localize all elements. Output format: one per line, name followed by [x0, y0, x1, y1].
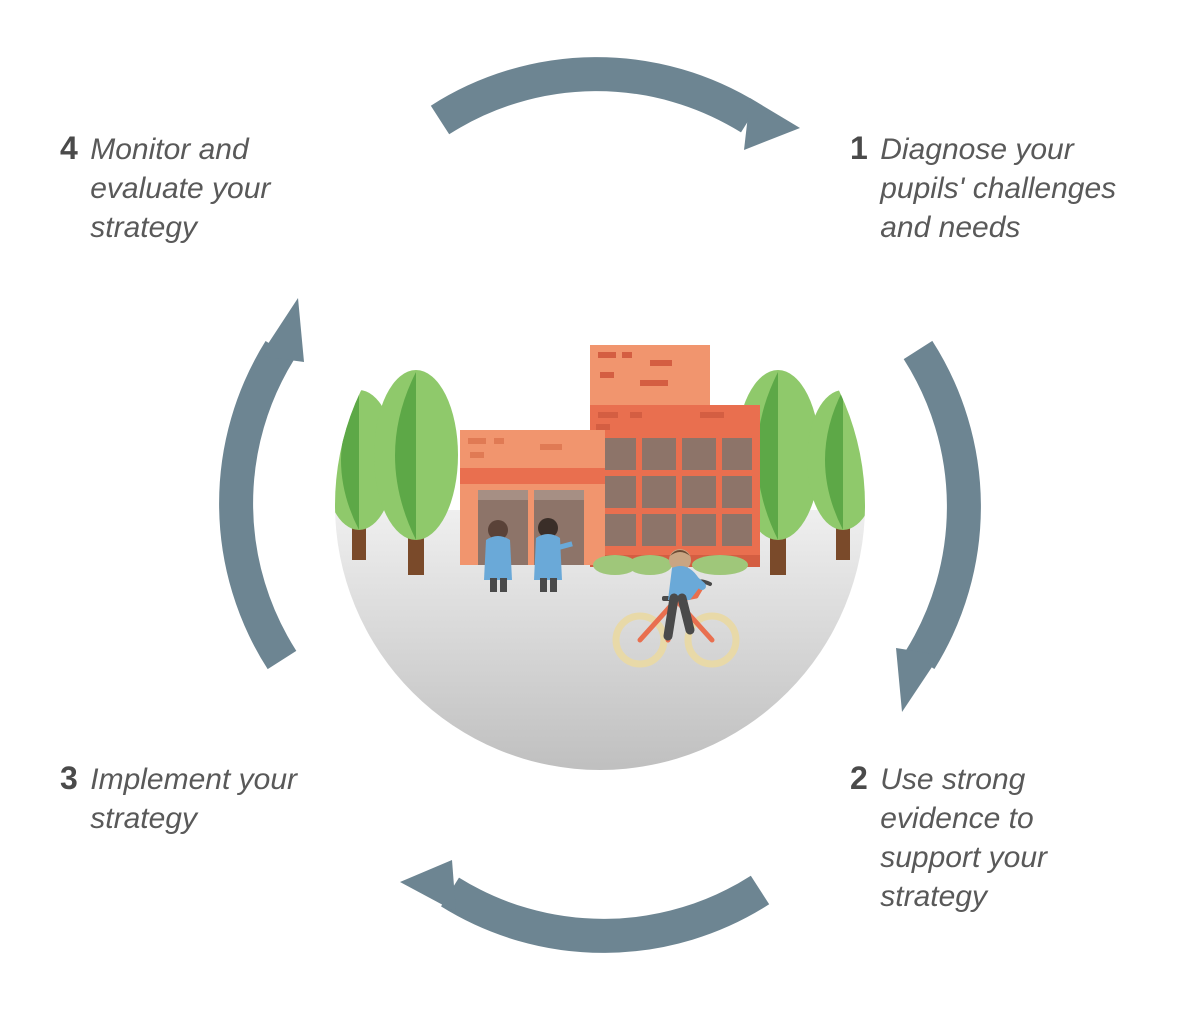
step-number: 4: [60, 130, 78, 167]
cycle-diagram: 1 Diagnose your pupils' challenges and n…: [0, 0, 1200, 1018]
step-1: 1 Diagnose your pupils' challenges and n…: [850, 130, 1150, 247]
step-number: 3: [60, 760, 78, 797]
step-3: 3 Implement your strategy: [60, 760, 360, 838]
step-text: Implement your strategy: [90, 760, 330, 838]
step-4: 4 Monitor and evaluate your strategy: [60, 130, 360, 247]
step-number: 1: [850, 130, 868, 167]
step-text: Diagnose your pupils' challenges and nee…: [880, 130, 1120, 247]
step-text: Use strong evidence to support your stra…: [880, 760, 1120, 916]
step-2: 2 Use strong evidence to support your st…: [850, 760, 1150, 916]
step-text: Monitor and evaluate your strategy: [90, 130, 330, 247]
step-number: 2: [850, 760, 868, 797]
